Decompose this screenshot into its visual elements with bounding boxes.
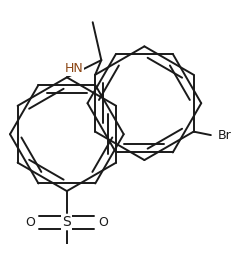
Text: Br: Br — [218, 129, 232, 142]
Text: HN: HN — [64, 62, 83, 75]
Text: O: O — [98, 216, 108, 229]
Text: S: S — [62, 215, 71, 229]
Text: O: O — [26, 216, 36, 229]
